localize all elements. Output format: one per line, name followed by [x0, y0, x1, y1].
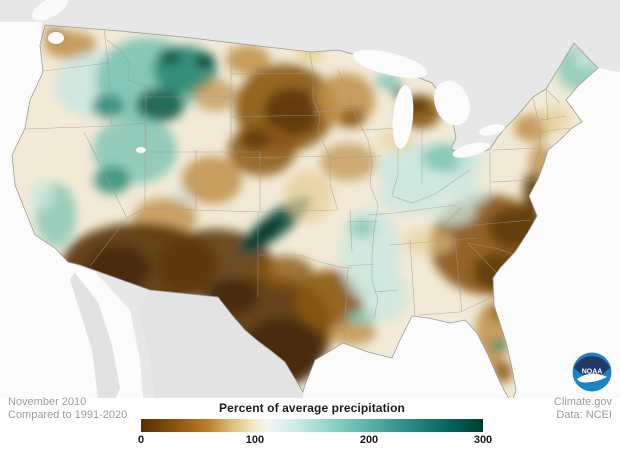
credit-site-label: Climate.gov [553, 396, 612, 408]
atlantic-gulf-ocean [303, 68, 620, 398]
noaa-logo-gull-icon [577, 373, 607, 383]
precip-anomaly-blob [349, 218, 375, 238]
us-outline [11, 24, 599, 398]
precip-anomaly-blob [328, 319, 376, 345]
lake-huron [434, 80, 470, 126]
us-precipitation-map: NOAA [0, 0, 620, 398]
precip-anomaly-blob [257, 256, 313, 288]
precip-anomaly-blob [240, 129, 270, 151]
precip-anomaly-blob [245, 219, 281, 249]
map-baseline-label: Compared to 1991-2020 [8, 408, 128, 421]
precip-anomaly-blob [182, 156, 242, 204]
lake-michigan [392, 85, 414, 149]
noaa-logo-bird-shape [574, 356, 610, 383]
precip-anomaly-blob [94, 166, 130, 194]
noaa-logo-text: NOAA [582, 369, 603, 376]
precip-anomaly-blob [226, 45, 270, 75]
precip-anomaly-blob [490, 340, 508, 352]
legend-colorbar [141, 419, 483, 432]
legend-tick-200: 200 [359, 434, 379, 446]
lake-erie [452, 142, 490, 158]
precip-anomaly-blob [378, 177, 438, 215]
precip-anomaly-blob [30, 181, 54, 209]
precip-anomaly-blob [136, 88, 184, 122]
precip-anomaly-blob [320, 143, 376, 181]
legend-title: Percent of average precipitation [219, 401, 405, 415]
great-salt-lake [136, 147, 146, 153]
legend-tick-0: 0 [137, 434, 145, 446]
map-period-label: November 2010 [8, 396, 87, 408]
precip-anomaly-blob [195, 54, 215, 68]
legend-ticks: 0 100 200 300 [137, 434, 492, 448]
lake-ontario [479, 124, 505, 136]
credit-data-label: Data: NCEI [556, 408, 612, 421]
footer-right: Climate.gov Data: NCEI [554, 396, 612, 421]
mexico-mainland [138, 290, 303, 398]
vancouver-island [32, 0, 68, 21]
precip-anomaly-blob [264, 88, 320, 136]
legend: Percent of average precipitation 0 100 200… [137, 401, 492, 448]
precip-anomaly-blob [362, 269, 408, 321]
great-lakes [48, 32, 505, 158]
olympic-peninsula-patch [48, 32, 64, 44]
state-borders [23, 26, 571, 341]
legend-tick-300: 300 [473, 434, 493, 446]
precip-anomaly-blob [193, 79, 237, 111]
precip-anomaly-blob [375, 73, 401, 89]
precip-anomaly-blob [158, 49, 182, 65]
precip-anomaly-blob [456, 185, 488, 207]
noaa-logo: NOAA [571, 351, 613, 393]
baja-peninsula [70, 272, 120, 398]
precip-anomaly-blob [339, 108, 365, 128]
precip-anomaly-blob [538, 106, 570, 134]
pacific-ocean [0, 22, 143, 398]
precip-anomaly-blob [92, 94, 124, 118]
lake-superior [353, 49, 427, 79]
footer-left: November 2010 Compared to 1991-2020 [8, 396, 127, 421]
precip-anomaly-blob [284, 170, 332, 222]
legend-tick-100: 100 [245, 434, 265, 446]
